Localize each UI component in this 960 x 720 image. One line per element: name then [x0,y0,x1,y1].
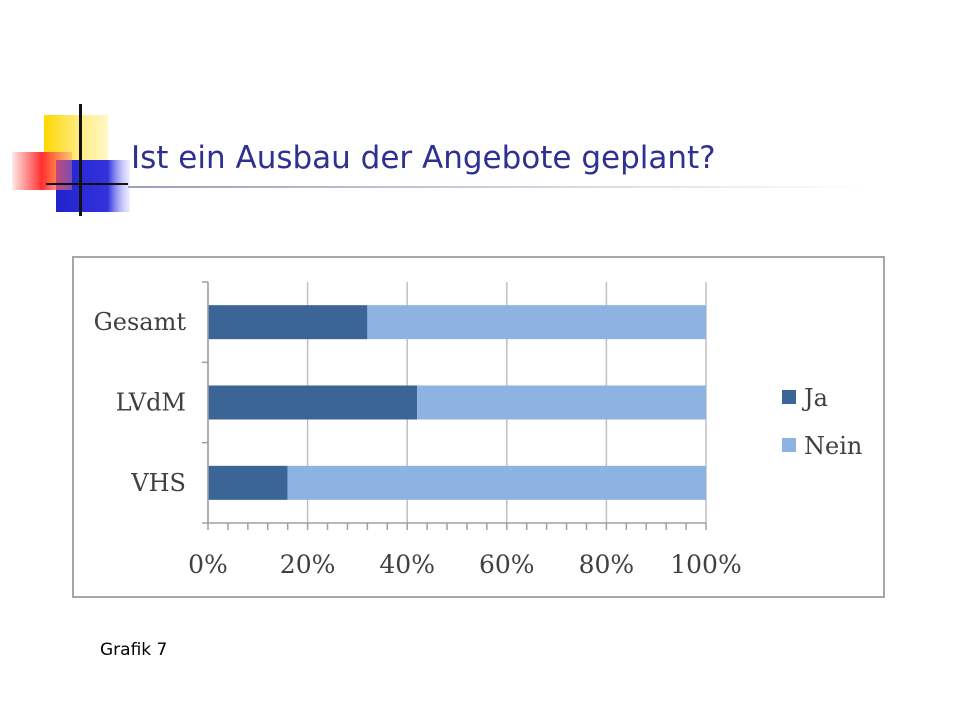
bar-nein-vhs [287,465,706,500]
bar-nein-lvdm [417,385,706,420]
legend-label-ja: Ja [801,384,828,412]
bar-ja-gesamt [208,305,368,340]
bars [208,305,706,500]
stacked-bar-chart: Gesamt LVdM VHS 0% 20% 40% 60% 80% 100% Ja Nein [94,281,862,579]
category-label: VHS [130,469,186,497]
bar-ja-vhs [208,465,288,500]
legend-label-nein: Nein [804,432,862,460]
deco-horizontal-line [46,183,128,185]
chart-frame: Gesamt LVdM VHS 0% 20% 40% 60% 80% 100% Ja Nein [72,256,885,598]
x-tick-label: 20% [280,550,336,579]
legend: Ja Nein [782,384,862,460]
title-decoration [12,104,868,216]
deco-vertical-line [79,104,82,216]
labels: Gesamt LVdM VHS 0% 20% 40% 60% 80% 100% [94,308,742,579]
x-tick-label: 0% [188,550,228,579]
x-tick-label: 100% [670,550,741,579]
legend-swatch-ja [782,390,796,404]
x-tick-label: 60% [479,550,535,579]
category-label: Gesamt [94,308,187,336]
legend-swatch-nein [782,438,796,452]
x-tick-label: 40% [379,550,435,579]
bar-nein-gesamt [367,305,706,340]
slide-title: Ist ein Ausbau der Angebote geplant? [131,140,716,176]
x-tick-label: 80% [579,550,635,579]
bar-ja-lvdm [208,385,418,420]
title-underline [128,186,868,188]
caption: Grafik 7 [100,640,168,660]
category-label: LVdM [116,389,186,417]
axes [202,281,707,530]
